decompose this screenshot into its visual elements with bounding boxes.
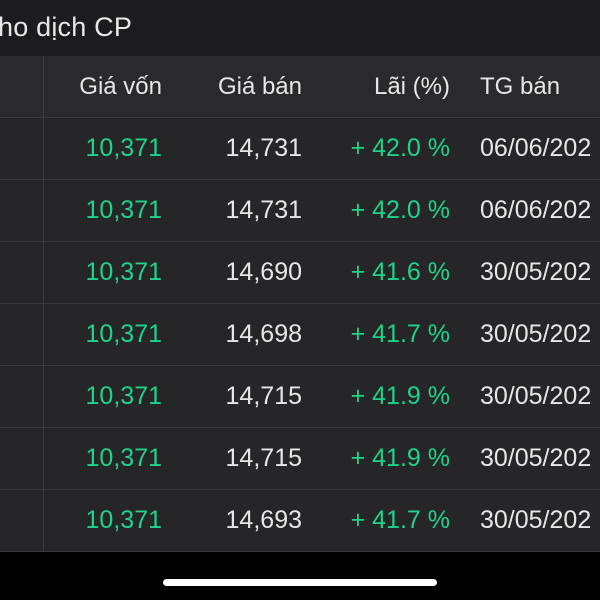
sell-time-cell: 06/06/202 bbox=[480, 196, 592, 224]
row-first-column bbox=[0, 428, 44, 489]
gain-percent-cell: + 42.0 % bbox=[350, 196, 450, 224]
sell-price-cell: 14,731 bbox=[225, 134, 302, 162]
sell-price-cell: 14,698 bbox=[225, 320, 302, 348]
cost-price-cell: 10,371 bbox=[85, 444, 162, 472]
table-header-row: Giá vốn Giá bán Lãi (%) TG bán bbox=[0, 56, 600, 118]
sell-time-cell: 30/05/202 bbox=[480, 382, 592, 410]
row-first-column bbox=[0, 304, 44, 365]
table-row[interactable]: 10,371 14,693 + 41.7 % 30/05/202 bbox=[0, 490, 600, 552]
sell-time-cell: 30/05/202 bbox=[480, 320, 592, 348]
title-bar: ho dịch CP bbox=[0, 0, 600, 57]
gain-percent-cell: + 41.6 % bbox=[350, 258, 450, 286]
row-first-column bbox=[0, 180, 44, 241]
page-title: ho dịch CP bbox=[0, 12, 133, 42]
sell-price-cell: 14,715 bbox=[225, 444, 302, 472]
sell-price-cell: 14,731 bbox=[225, 196, 302, 224]
table-row[interactable]: 10,371 14,690 + 41.6 % 30/05/202 bbox=[0, 242, 600, 304]
table-row[interactable]: 10,371 14,715 + 41.9 % 30/05/202 bbox=[0, 428, 600, 490]
sell-time-cell: 30/05/202 bbox=[480, 444, 592, 472]
gain-percent-cell: + 41.7 % bbox=[350, 506, 450, 534]
sell-time-cell: 30/05/202 bbox=[480, 506, 592, 534]
table-row[interactable]: 10,371 14,731 + 42.0 % 06/06/202 bbox=[0, 118, 600, 180]
transactions-table: Giá vốn Giá bán Lãi (%) TG bán 10,371 14… bbox=[0, 56, 600, 552]
gain-percent-cell: + 41.9 % bbox=[350, 444, 450, 472]
header-sell-time[interactable]: TG bán bbox=[480, 72, 561, 100]
sell-time-cell: 06/06/202 bbox=[480, 134, 592, 162]
cost-price-cell: 10,371 bbox=[85, 320, 162, 348]
header-gain-percent[interactable]: Lãi (%) bbox=[373, 72, 450, 100]
table-row[interactable]: 10,371 14,731 + 42.0 % 06/06/202 bbox=[0, 180, 600, 242]
row-first-column bbox=[0, 242, 44, 303]
gain-percent-cell: + 42.0 % bbox=[350, 134, 450, 162]
cost-price-cell: 10,371 bbox=[85, 258, 162, 286]
cost-price-cell: 10,371 bbox=[85, 134, 162, 162]
row-first-column bbox=[0, 366, 44, 427]
header-first-column bbox=[0, 56, 44, 117]
sell-price-cell: 14,690 bbox=[225, 258, 302, 286]
home-indicator[interactable] bbox=[163, 579, 437, 586]
header-cost-price[interactable]: Giá vốn bbox=[79, 72, 162, 100]
sell-time-cell: 30/05/202 bbox=[480, 258, 592, 286]
table-row[interactable]: 10,371 14,715 + 41.9 % 30/05/202 bbox=[0, 366, 600, 428]
row-first-column bbox=[0, 490, 44, 551]
gain-percent-cell: + 41.7 % bbox=[350, 320, 450, 348]
row-first-column bbox=[0, 118, 44, 179]
table-row[interactable]: 10,371 14,698 + 41.7 % 30/05/202 bbox=[0, 304, 600, 366]
sell-price-cell: 14,693 bbox=[225, 506, 302, 534]
header-sell-price[interactable]: Giá bán bbox=[217, 72, 302, 100]
gain-percent-cell: + 41.9 % bbox=[350, 382, 450, 410]
cost-price-cell: 10,371 bbox=[85, 506, 162, 534]
sell-price-cell: 14,715 bbox=[225, 382, 302, 410]
cost-price-cell: 10,371 bbox=[85, 382, 162, 410]
cost-price-cell: 10,371 bbox=[85, 196, 162, 224]
